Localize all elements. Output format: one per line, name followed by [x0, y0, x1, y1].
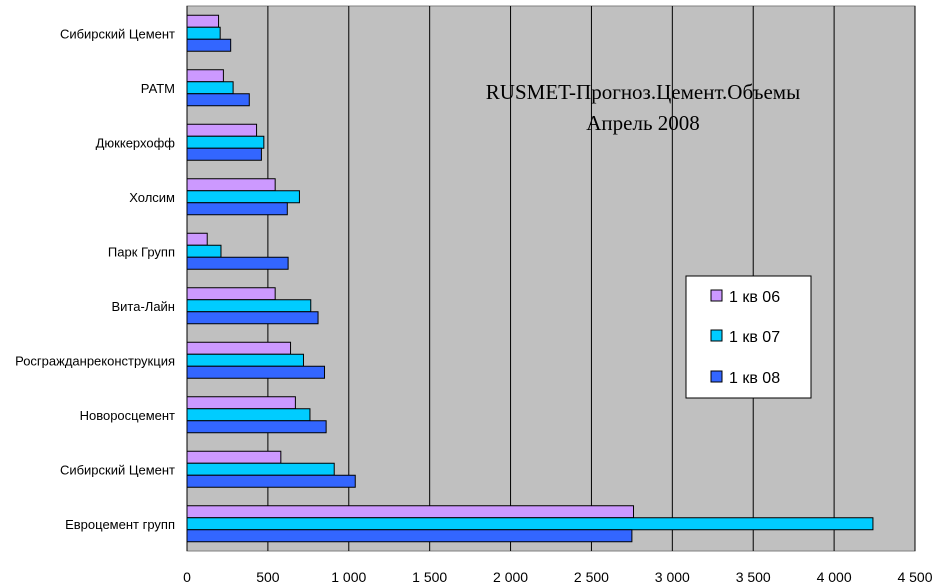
chart-subtitle: Апрель 2008: [586, 111, 700, 135]
bar: [186, 474, 356, 488]
bar: [186, 311, 319, 325]
bar: [186, 123, 258, 137]
legend-swatch: [710, 329, 723, 342]
x-tick-label: 1 000: [331, 569, 366, 585]
category-label: Парк Групп: [108, 244, 175, 259]
bar: [186, 287, 276, 301]
bar: [186, 232, 208, 246]
legend: 1 кв 06 1 кв 07 1 кв 08: [685, 275, 812, 399]
bar: [186, 93, 250, 107]
bar: [186, 81, 234, 95]
bar: [186, 517, 874, 531]
bar: [186, 26, 221, 40]
bar: [186, 408, 311, 422]
bar: [186, 190, 300, 204]
bar: [186, 450, 282, 464]
category-label: Сибирский Цемент: [60, 462, 175, 477]
bar: [186, 256, 289, 270]
legend-label: 1 кв 06: [729, 289, 780, 306]
bar: [186, 396, 296, 410]
bar: [186, 505, 635, 519]
category-label: Холсим: [129, 190, 175, 205]
x-tick-label: 0: [183, 569, 191, 585]
bar: [186, 299, 312, 313]
category-label: Росгражданреконструкция: [15, 353, 175, 368]
category-label: РАТМ: [141, 81, 175, 96]
bar: [186, 38, 232, 52]
bar: [186, 69, 224, 83]
bar: [186, 202, 288, 216]
bar: [186, 365, 326, 379]
legend-label: 1 кв 07: [729, 329, 780, 346]
x-tick-label: 500: [256, 569, 280, 585]
legend-label: 1 кв 08: [729, 370, 780, 387]
legend-box: [685, 275, 812, 399]
x-tick-label: 2 000: [493, 569, 528, 585]
x-tick-label: 4 000: [817, 569, 852, 585]
x-tick-label: 1 500: [412, 569, 447, 585]
category-label: Евроцемент групп: [65, 517, 175, 532]
bar: [186, 178, 276, 192]
x-tick-label: 2 500: [574, 569, 609, 585]
chart-title: RUSMET-Прогноз.Цемент.Объемы: [486, 80, 800, 104]
bar: [186, 462, 335, 476]
bar: [186, 341, 292, 355]
bar: [186, 529, 633, 543]
x-axis-tick-labels: 0 500 1 000 1 500 2 000 2 500 3 000 3 500 4 000 4…: [183, 569, 933, 585]
legend-swatch: [710, 289, 723, 302]
bar: [186, 14, 220, 28]
bar: [186, 147, 262, 161]
bar: [186, 135, 265, 149]
category-label: Дюккерхофф: [96, 135, 176, 150]
bars: [186, 14, 874, 543]
category-labels: Евроцемент групп Сибирский Цемент Новоросц…: [15, 26, 175, 532]
bar: [186, 420, 327, 434]
x-tick-label: 4 500: [897, 569, 932, 585]
bar: [186, 353, 304, 367]
x-tick-label: 3 500: [736, 569, 771, 585]
category-label: Вита-Лайн: [111, 299, 175, 314]
x-tick-label: 3 000: [655, 569, 690, 585]
legend-swatch: [710, 370, 723, 383]
bar: [186, 244, 222, 258]
category-label: Новоросцемент: [80, 408, 175, 423]
category-label: Сибирский Цемент: [60, 26, 175, 41]
legend-entries: 1 кв 06 1 кв 07 1 кв 08: [710, 289, 780, 387]
